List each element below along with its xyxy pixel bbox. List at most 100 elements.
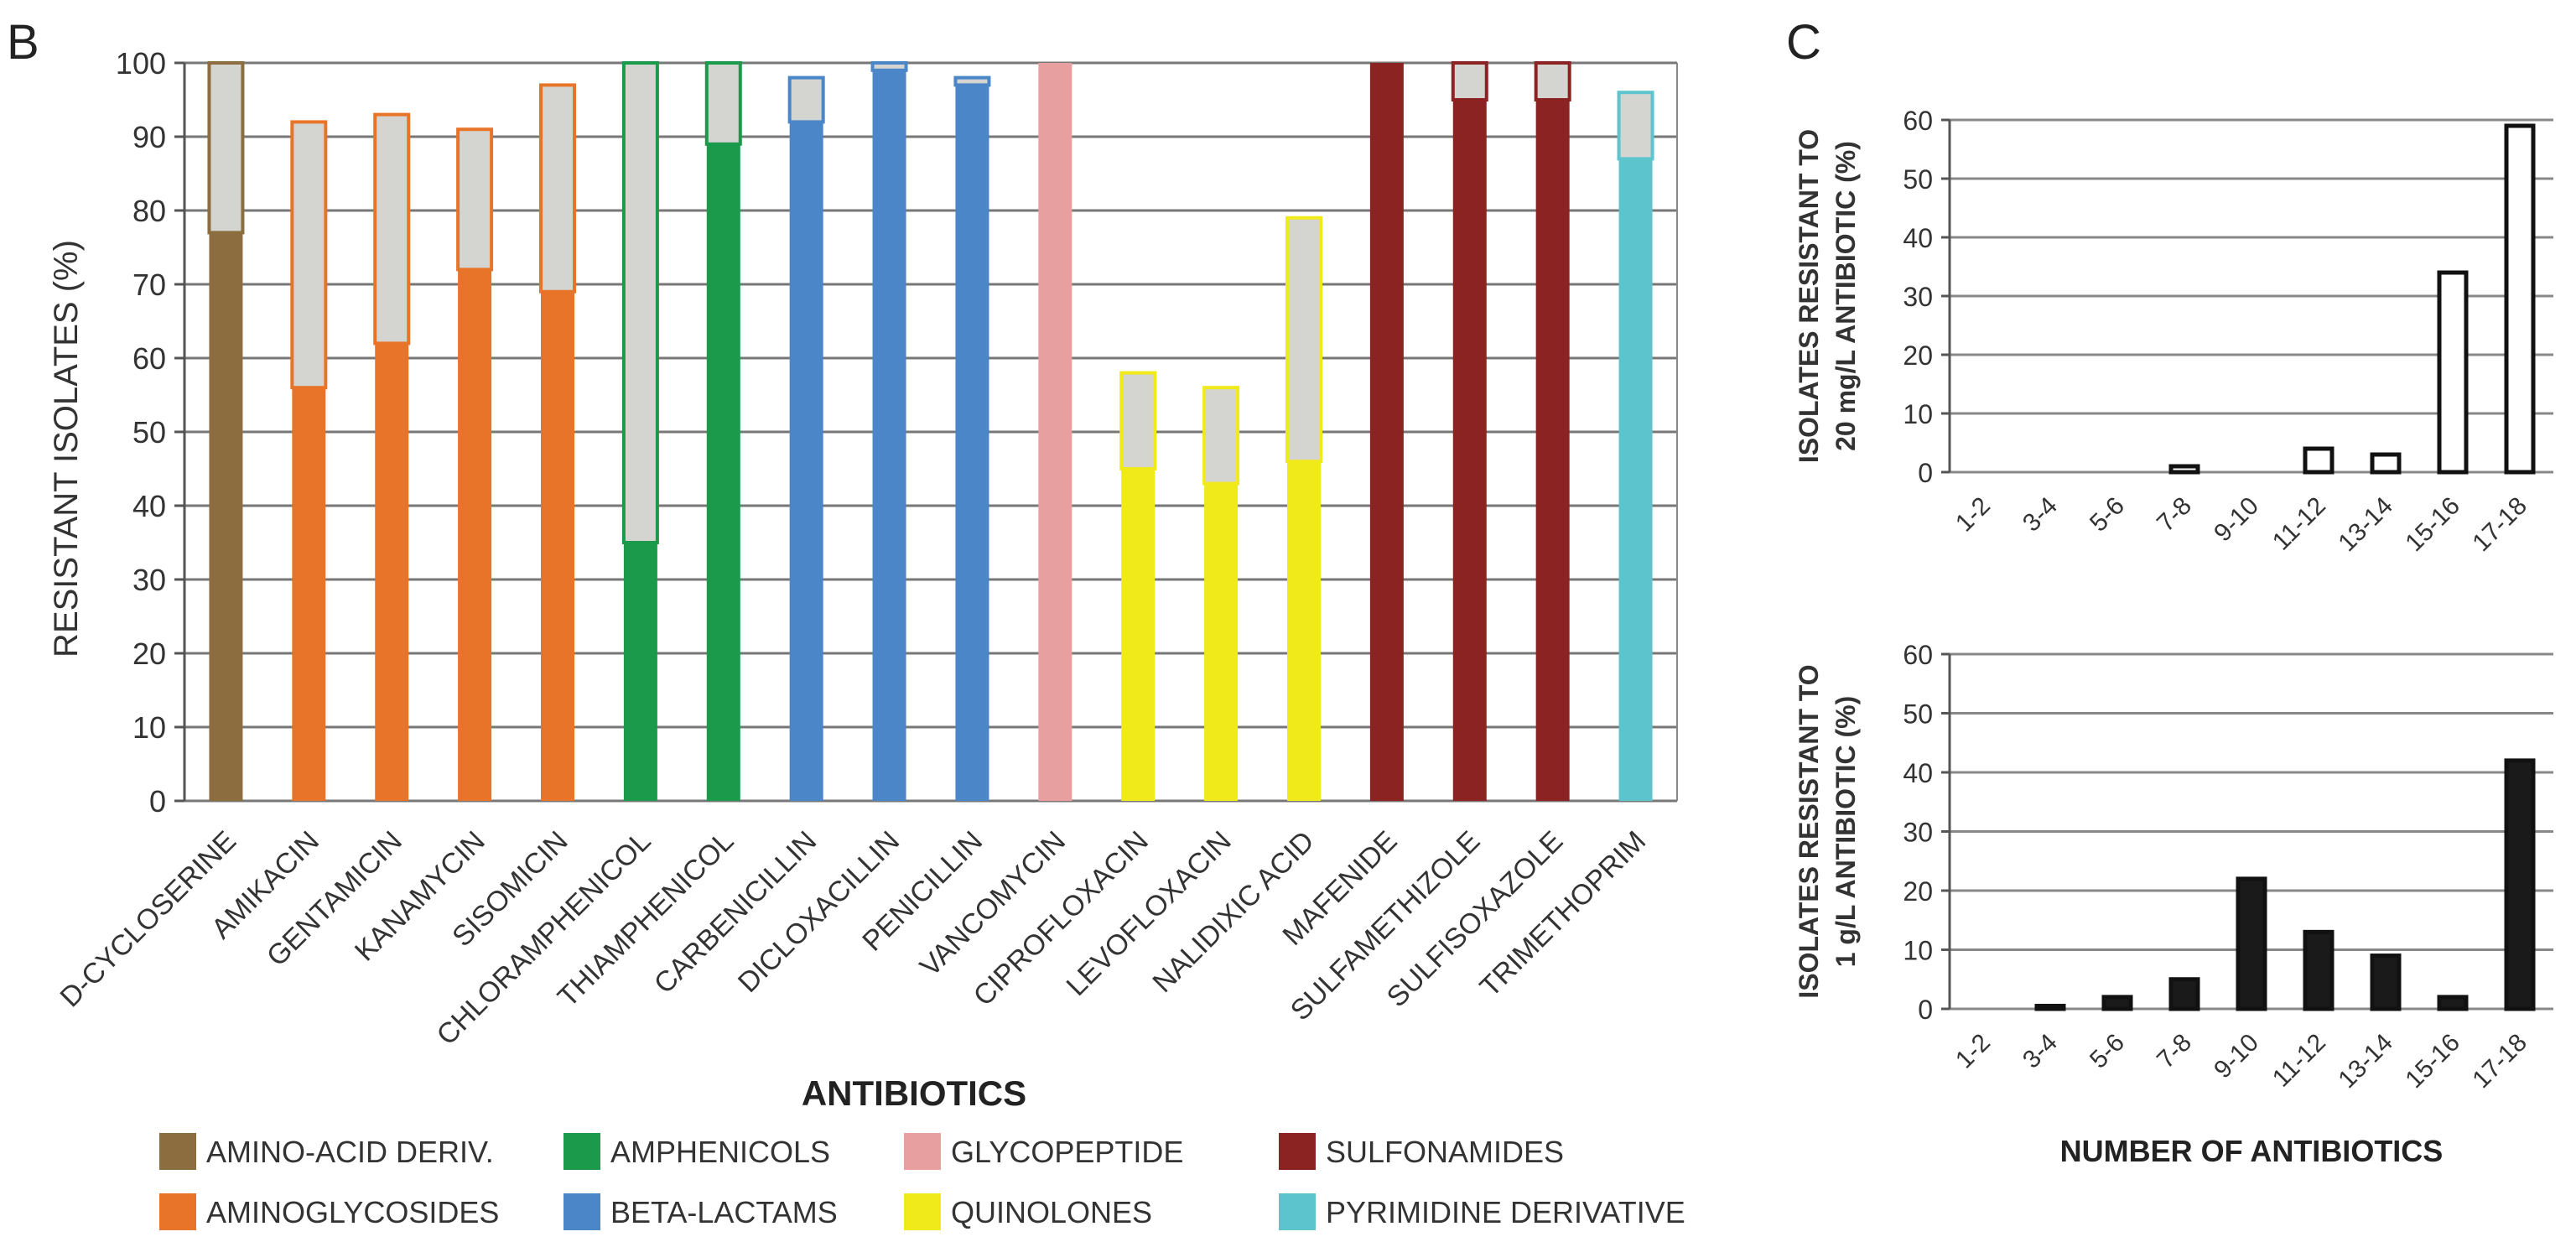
y-tick-label: 0 (149, 784, 166, 818)
x-tick-label: 15-16 (2400, 492, 2465, 558)
bar-segment (292, 387, 326, 801)
bar (2437, 995, 2469, 1011)
legend: AMINO-ACID DERIV. AMPHENICOLS GLYCOPEPTIDE… (159, 1133, 1685, 1230)
bar-segment-grey (207, 61, 245, 235)
y-tick-label: 10 (1903, 936, 1933, 966)
y-axis-label: ISOLATES RESISTANT TO (1794, 129, 1824, 463)
y-tick-label: 60 (1903, 640, 1933, 670)
y-tick-label: 60 (132, 341, 166, 376)
legend-label: AMINO-ACID DERIV. (206, 1135, 494, 1169)
x-tick-label: 11-12 (2267, 1029, 2331, 1093)
bar-segment-grey (1202, 386, 1240, 486)
bar (2303, 446, 2334, 475)
y-tick-label: 60 (1903, 106, 1933, 136)
bar-segment-grey (1617, 91, 1654, 161)
bar-segment-grey (539, 83, 576, 294)
bar-segment-grey (373, 112, 411, 346)
bar (2370, 452, 2402, 475)
x-tick-label: 15-16 (2400, 1029, 2465, 1094)
bar-segment-grey (787, 75, 825, 124)
bar-segment (623, 543, 657, 801)
x-tick-label: 1-2 (1950, 1029, 1996, 1074)
y-tick-label: 40 (132, 489, 166, 523)
x-tick-label: 7-8 (2152, 1029, 2197, 1074)
y-tick-label: 40 (1903, 223, 1933, 253)
y-tick-label: 50 (1903, 699, 1933, 730)
chart-c-top: 0 10 20 30 40 50 60 ISOLATES RESISTANT TO 20 mg/… (1794, 106, 2553, 557)
bar-segment (1452, 100, 1487, 801)
y-tick-label: 0 (1918, 458, 1933, 488)
bar-segment-grey (456, 127, 494, 272)
legend-label: BETA-LACTAMS (610, 1195, 838, 1229)
x-tick-label: 17-18 (2467, 1029, 2532, 1094)
bar-segment (955, 85, 989, 801)
bar-segment (1038, 63, 1072, 801)
panel-label-c: C (1786, 15, 1821, 70)
bar-segment-grey (290, 120, 328, 390)
legend-swatch (1279, 1193, 1316, 1230)
bar-segment (1121, 469, 1156, 801)
y-tick-label: 0 (1918, 995, 1933, 1025)
y-tick-label: 70 (132, 268, 166, 302)
x-axis-label: ANTIBIOTICS (802, 1073, 1026, 1113)
bar-segment-grey (1119, 371, 1157, 471)
x-tick-label: 1-2 (1950, 492, 1996, 538)
x-tick-label: 9-10 (2209, 1029, 2264, 1084)
bar-segment-grey (1285, 216, 1322, 464)
bar-segment (209, 232, 243, 801)
bar-segment (458, 269, 492, 801)
bar-segment (789, 122, 823, 801)
bar (2168, 464, 2200, 475)
bar-segment-grey (870, 61, 908, 72)
x-tick-label: VANCOMYCIN (914, 825, 1072, 983)
legend-label: AMPHENICOLS (610, 1135, 830, 1169)
y-tick-label: 20 (1903, 340, 1933, 371)
y-axis-label: RESISTANT ISOLATES (%) (48, 240, 85, 657)
bar (2370, 954, 2402, 1011)
y-tick-label: 50 (132, 415, 166, 450)
x-tick-label: 13-14 (2333, 1029, 2398, 1094)
legend-swatch (564, 1193, 600, 1230)
legend-label: QUINOLONES (951, 1195, 1152, 1229)
y-tick-label: 40 (1903, 758, 1933, 788)
bar (2504, 123, 2536, 475)
bar (2236, 876, 2267, 1011)
y-axis-label: 20 mg/L ANTIBIOTIC (%) (1831, 141, 1861, 451)
y-axis-label: 1 g/L ANTIBIOTIC (%) (1831, 696, 1861, 968)
bar-segment-grey (1534, 61, 1571, 101)
bar-segment (1369, 63, 1404, 801)
bar (2303, 929, 2334, 1011)
y-tick-label: 10 (132, 710, 166, 745)
bar-segment (706, 143, 740, 802)
y-tick-label: 30 (1903, 818, 1933, 848)
x-tick-label: 11-12 (2267, 492, 2331, 556)
y-tick-label: 10 (1903, 399, 1933, 429)
legend-swatch (1279, 1133, 1316, 1170)
chart-b: 0 10 20 30 40 50 60 70 80 90 100 RESISTANT ISOLATES… (48, 46, 1678, 1113)
bar-segment (1287, 461, 1321, 801)
y-tick-label: 80 (132, 194, 166, 228)
y-axis-label: ISOLATES RESISTANT TO (1794, 664, 1824, 998)
y-tick-label: 30 (1903, 282, 1933, 312)
bar-segment (1618, 158, 1653, 801)
bar-segment-grey (1451, 61, 1488, 101)
legend-label: PYRIMIDINE DERIVATIVE (1326, 1195, 1685, 1229)
bar-segment (1204, 483, 1239, 801)
y-tick-label: 100 (116, 46, 166, 81)
x-tick-label: 5-6 (2085, 492, 2130, 538)
legend-label: SULFONAMIDES (1326, 1135, 1564, 1169)
legend-swatch (159, 1133, 196, 1170)
x-tick-label: 3-4 (2018, 1029, 2063, 1074)
bar (2034, 1003, 2066, 1011)
chart-c-bottom: 0 10 20 30 40 50 60 ISOLATES RESISTANT TO 1 g/L … (1794, 640, 2553, 1168)
y-tick-label: 90 (132, 120, 166, 154)
x-tick-label: 5-6 (2085, 1029, 2130, 1074)
bar-segment-grey (621, 61, 659, 544)
bar (2504, 758, 2536, 1011)
legend-swatch (564, 1133, 600, 1170)
legend-swatch (159, 1193, 196, 1230)
bar-segment-grey (704, 61, 742, 146)
y-tick-label: 30 (132, 563, 166, 597)
legend-swatch (904, 1193, 941, 1230)
